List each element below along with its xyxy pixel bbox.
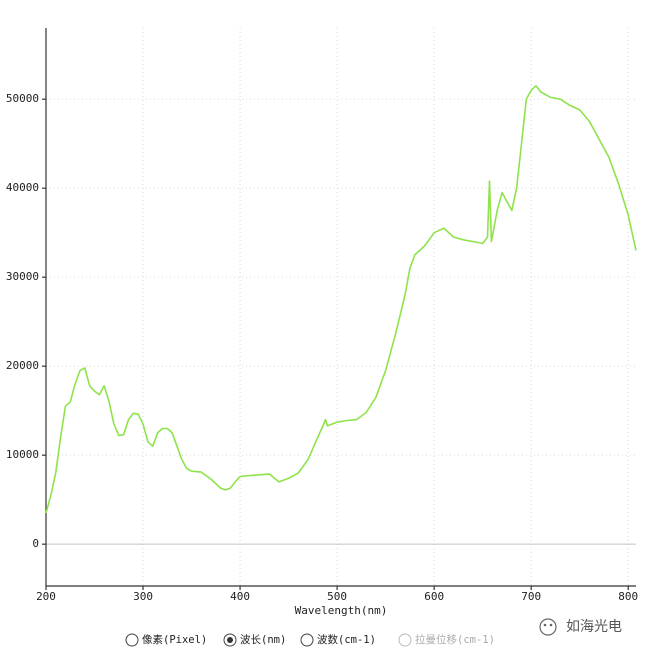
- radio-label: 拉曼位移(cm-1): [415, 633, 495, 646]
- radio-label[interactable]: 波数(cm-1): [317, 633, 376, 646]
- spectrum-line: [45, 85, 637, 514]
- radio-label[interactable]: 波长(nm): [240, 633, 286, 646]
- watermark: 如海光电: [566, 619, 622, 635]
- x-tick-label: 600: [424, 590, 444, 603]
- y-tick-label: 40000: [6, 181, 39, 194]
- y-tick-label: 10000: [6, 448, 39, 461]
- x-axis-label: Wavelength(nm): [295, 604, 388, 617]
- radio-label[interactable]: 像素(Pixel): [142, 633, 207, 646]
- radio-button[interactable]: [300, 633, 314, 647]
- watermark-icon: [539, 618, 557, 636]
- y-tick-label: 20000: [6, 359, 39, 372]
- radio-button: [398, 633, 412, 647]
- radio-dot: [227, 637, 233, 643]
- radio-button[interactable]: [125, 633, 139, 647]
- x-tick-label: 300: [133, 590, 153, 603]
- x-tick-label: 500: [327, 590, 347, 603]
- x-tick-label: 200: [36, 590, 56, 603]
- y-tick-label: 30000: [6, 270, 39, 283]
- y-tick-label: 0: [32, 537, 39, 550]
- x-tick-label: 700: [521, 590, 541, 603]
- x-tick-label: 800: [618, 590, 638, 603]
- y-tick-label: 50000: [6, 92, 39, 105]
- x-tick-label: 400: [230, 590, 250, 603]
